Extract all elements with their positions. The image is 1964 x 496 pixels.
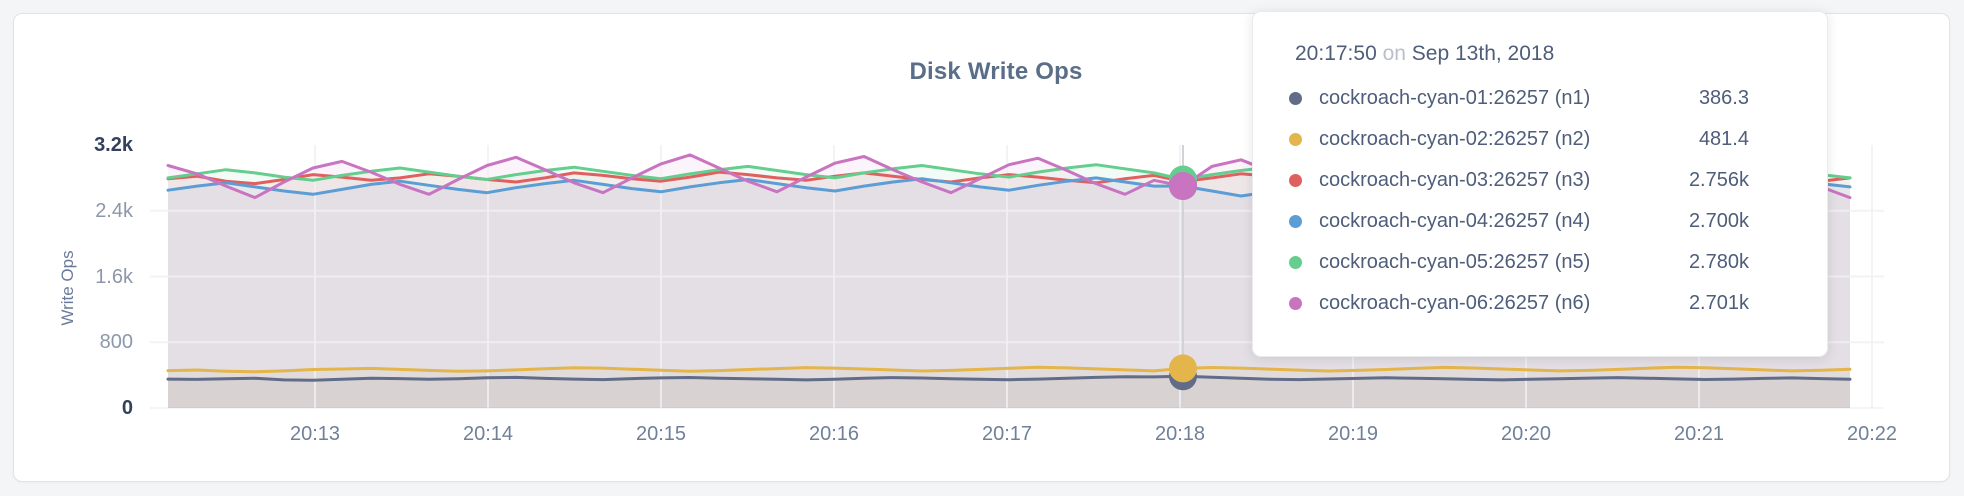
y-tick-label: 1.6k bbox=[95, 265, 133, 288]
tooltip-series-label: cockroach-cyan-04:26257 (n4) bbox=[1319, 210, 1591, 232]
tooltip-series-label: cockroach-cyan-06:26257 (n6) bbox=[1319, 292, 1591, 314]
hover-tooltip: 20:17:50 on Sep 13th, 2018 cockroach-cya… bbox=[1252, 11, 1828, 357]
tooltip-row: cockroach-cyan-05:26257 (n5) 2.780k bbox=[1289, 242, 1749, 283]
tooltip-series-value: 386.3 bbox=[1698, 87, 1749, 109]
tooltip-date: Sep 13th, 2018 bbox=[1411, 42, 1555, 65]
chart-title: Disk Write Ops bbox=[909, 58, 1083, 85]
x-tick-label: 20:19 bbox=[1327, 423, 1379, 445]
tooltip-conjunction: on bbox=[1382, 42, 1406, 65]
tooltip-timestamp: 20:17:50 on Sep 13th, 2018 bbox=[1295, 42, 1749, 66]
x-tick-label: 20:18 bbox=[1154, 423, 1206, 445]
tooltip-row: cockroach-cyan-02:26257 (n2) 481.4 bbox=[1289, 119, 1749, 160]
tooltip-series-label: cockroach-cyan-05:26257 (n5) bbox=[1319, 251, 1591, 273]
tooltip-row: cockroach-cyan-04:26257 (n4) 2.700k bbox=[1289, 201, 1749, 242]
hover-point-n2 bbox=[1169, 354, 1197, 383]
x-tick-label: 20:17 bbox=[981, 423, 1033, 445]
hover-point-n6 bbox=[1169, 172, 1197, 200]
tooltip-series-value: 481.4 bbox=[1698, 128, 1749, 150]
y-tick-label: 800 bbox=[99, 331, 133, 354]
series-color-dot-icon bbox=[1289, 256, 1302, 269]
series-color-dot-icon bbox=[1289, 297, 1302, 310]
tooltip-series-label: cockroach-cyan-02:26257 (n2) bbox=[1319, 128, 1591, 150]
x-tick-label: 20:14 bbox=[462, 423, 514, 445]
series-line-n2 bbox=[166, 365, 1852, 374]
tooltip-series-label: cockroach-cyan-01:26257 (n1) bbox=[1319, 87, 1591, 109]
tooltip-time: 20:17:50 bbox=[1295, 42, 1377, 65]
series-area-n1 bbox=[168, 376, 1850, 408]
y-tick-label: 3.2k bbox=[94, 134, 133, 156]
tooltip-series-value: 2.756k bbox=[1688, 169, 1749, 191]
tooltip-legend: cockroach-cyan-01:26257 (n1) 386.3 cockroa… bbox=[1289, 78, 1749, 324]
series-color-dot-icon bbox=[1289, 174, 1302, 187]
x-tick-label: 20:13 bbox=[289, 423, 341, 445]
x-tick-label: 20:16 bbox=[808, 423, 860, 445]
y-tick-label: 0 bbox=[121, 397, 133, 419]
tooltip-row: cockroach-cyan-06:26257 (n6) 2.701k bbox=[1289, 283, 1749, 324]
tooltip-series-label: cockroach-cyan-03:26257 (n3) bbox=[1319, 169, 1591, 191]
series-color-dot-icon bbox=[1289, 133, 1302, 146]
x-tick-label: 20:22 bbox=[1846, 423, 1898, 445]
x-tick-label: 20:20 bbox=[1500, 423, 1552, 445]
tooltip-row: cockroach-cyan-03:26257 (n3) 2.756k bbox=[1289, 160, 1749, 201]
series-line-n1 bbox=[166, 374, 1852, 382]
series-color-dot-icon bbox=[1289, 215, 1302, 228]
x-tick-label: 20:15 bbox=[635, 423, 687, 445]
tooltip-series-value: 2.780k bbox=[1688, 251, 1749, 273]
series-color-dot-icon bbox=[1289, 92, 1302, 105]
tooltip-row: cockroach-cyan-01:26257 (n1) 386.3 bbox=[1289, 78, 1749, 119]
y-tick-label: 2.4k bbox=[95, 199, 133, 222]
tooltip-series-value: 2.700k bbox=[1688, 210, 1749, 232]
x-tick-label: 20:21 bbox=[1673, 423, 1725, 445]
tooltip-series-value: 2.701k bbox=[1688, 292, 1749, 314]
